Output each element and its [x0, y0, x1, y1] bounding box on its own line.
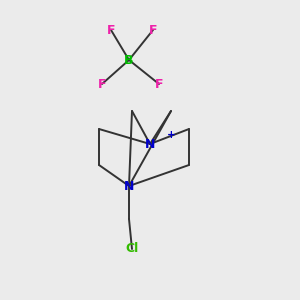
Text: Cl: Cl [125, 242, 139, 256]
Text: B: B [124, 53, 134, 67]
Text: F: F [149, 23, 157, 37]
Text: F: F [107, 23, 115, 37]
Text: F: F [98, 77, 106, 91]
Text: N: N [145, 137, 155, 151]
Text: +: + [167, 130, 176, 140]
Text: N: N [124, 179, 134, 193]
Text: F: F [155, 77, 163, 91]
